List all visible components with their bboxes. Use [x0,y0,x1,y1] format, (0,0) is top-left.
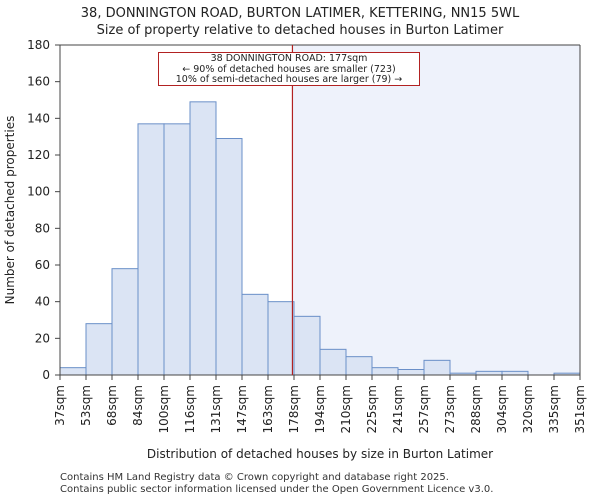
histogram-bar [241,293,269,376]
highlight-region [292,45,580,375]
y-tick-label: 20 [35,331,50,345]
x-tick-label: 147sqm [235,385,249,433]
histogram-bar [423,359,451,376]
histogram-bar [345,356,373,376]
histogram-bar [319,348,347,376]
footer-line-2: Contains public sector information licen… [60,484,494,495]
histogram-bar [111,268,139,376]
histogram-bar [137,123,165,376]
x-tick-label: 225sqm [365,385,379,433]
x-tick-label: 210sqm [339,385,353,433]
y-tick-label: 160 [27,75,50,89]
x-tick-label: 304sqm [495,385,509,433]
x-tick-label: 194sqm [313,385,327,433]
x-tick-label: 116sqm [183,385,197,433]
histogram-bar [397,369,425,376]
histogram-bar [59,367,87,376]
property-annotation: 38 DONNINGTON ROAD: 177sqm ← 90% of deta… [158,52,420,86]
histogram-bar [267,301,295,376]
x-tick-label: 100sqm [157,385,171,433]
y-tick-label: 100 [27,185,50,199]
annotation-line-1: 38 DONNINGTON ROAD: 177sqm [210,53,368,64]
x-tick-label: 288sqm [469,385,483,433]
y-tick-label: 180 [27,38,50,52]
chart-subtitle: Size of property relative to detached ho… [96,23,504,38]
x-tick-label: 163sqm [261,385,275,433]
histogram-bar [475,370,503,376]
y-tick-label: 120 [27,148,50,162]
x-tick-label: 37sqm [53,385,67,426]
x-tick-label: 257sqm [417,385,431,433]
histogram-bar [371,367,399,376]
annotation-line-3: 10% of semi-detached houses are larger (… [175,74,403,85]
histogram-bar [189,101,217,376]
x-tick-label: 178sqm [287,385,301,433]
histogram-bar [85,323,113,376]
x-tick-label: 351sqm [573,385,587,433]
histogram-bar [293,315,321,376]
x-tick-label: 320sqm [521,385,535,433]
x-tick-label: 53sqm [79,385,93,426]
x-tick-label: 84sqm [131,385,145,426]
y-tick-label: 140 [27,111,50,125]
y-tick-label: 40 [35,295,50,309]
y-tick-label: 80 [35,221,50,235]
x-tick-label: 335sqm [547,385,561,433]
x-axis-label: Distribution of detached houses by size … [147,447,493,461]
footer-line-1: Contains HM Land Registry data © Crown c… [60,472,449,483]
y-tick-label: 60 [35,258,50,272]
x-tick-label: 241sqm [391,385,405,433]
y-axis-label: Number of detached properties [3,116,17,305]
x-tick-label: 273sqm [443,385,457,433]
annotation-line-2: ← 90% of detached houses are smaller (72… [182,63,396,75]
x-tick-label: 68sqm [105,385,119,426]
histogram-bar [215,138,243,376]
x-tick-label: 131sqm [209,385,223,433]
histogram-bar [163,123,191,376]
y-tick-label: 0 [42,368,50,382]
chart-title: 38, DONNINGTON ROAD, BURTON LATIMER, KET… [80,6,520,21]
histogram-bar [501,370,529,376]
